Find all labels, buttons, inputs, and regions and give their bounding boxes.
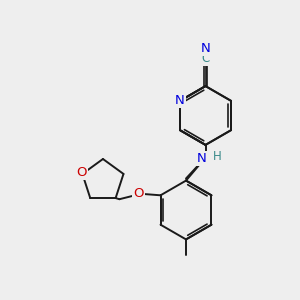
Text: H: H <box>212 150 221 164</box>
Text: N: N <box>201 42 210 55</box>
Text: N: N <box>197 152 207 165</box>
Text: C: C <box>201 52 210 65</box>
Text: O: O <box>76 166 87 179</box>
Text: N: N <box>175 94 185 107</box>
Text: O: O <box>134 187 144 200</box>
